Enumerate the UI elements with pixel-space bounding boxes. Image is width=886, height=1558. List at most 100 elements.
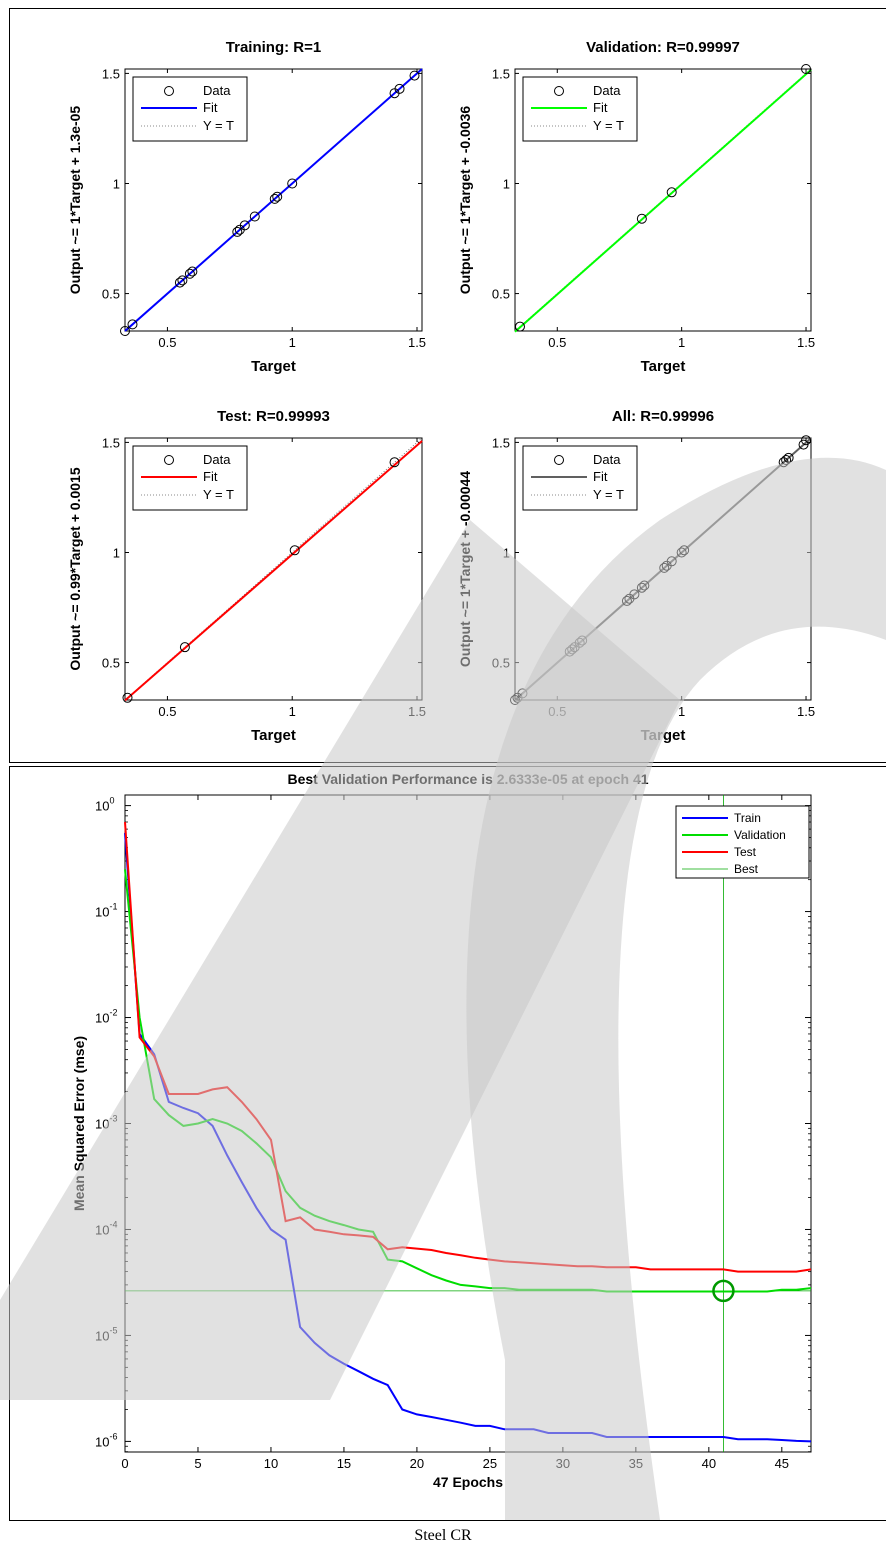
fit-line xyxy=(124,440,423,702)
y-axis-label: Output ~= 1*Target + -0.0036 xyxy=(457,106,473,295)
figure-caption: Steel CR xyxy=(414,1527,472,1544)
data-point xyxy=(272,191,283,202)
x-tick-label: 1.5 xyxy=(797,704,815,719)
data-point xyxy=(174,277,185,288)
legend-data-marker xyxy=(164,86,174,96)
y-tick-label: 1 xyxy=(503,176,510,191)
x-tick-label: 1.5 xyxy=(797,335,815,350)
legend-label: Y = T xyxy=(203,118,234,133)
x-tick-label: 0 xyxy=(121,1456,128,1471)
data-point xyxy=(389,457,400,468)
legend-label: Data xyxy=(203,83,231,98)
legend-label: Fit xyxy=(593,469,608,484)
x-axis-label: Target xyxy=(251,727,296,744)
data-point xyxy=(801,64,812,74)
legend-label: Y = T xyxy=(203,487,234,502)
x-tick-label: 1 xyxy=(678,335,685,350)
x-tick-label: 40 xyxy=(702,1456,716,1471)
legend-data-marker xyxy=(554,86,564,96)
data-point xyxy=(666,187,677,198)
x-tick-label: 1 xyxy=(289,704,296,719)
y-tick-label: 100 xyxy=(95,796,114,814)
y-tick-exponent: -1 xyxy=(109,902,117,912)
legend-label: Data xyxy=(593,83,621,98)
x-tick-label: 0.5 xyxy=(548,335,566,350)
fit-line xyxy=(514,69,812,333)
x-tick-label: 0.5 xyxy=(158,704,176,719)
legend-data-marker xyxy=(164,455,174,465)
x-tick-label: 1.5 xyxy=(408,335,426,350)
y-tick-label: 1.5 xyxy=(492,66,510,81)
data-point xyxy=(249,211,260,222)
data-point xyxy=(232,226,243,237)
y-tick-label: 0.5 xyxy=(492,287,510,302)
watermark xyxy=(0,457,886,1520)
data-point xyxy=(269,193,280,204)
y-tick-label: 1.5 xyxy=(102,435,120,450)
chart-title: Training: R=1 xyxy=(226,39,321,56)
legend-label: Fit xyxy=(593,100,608,115)
y-axis-label: Output ~= 1*Target + 1.3e-05 xyxy=(67,106,83,295)
y-tick-label: 1.5 xyxy=(492,435,510,450)
x-tick-label: 25 xyxy=(483,1456,497,1471)
y-tick-exponent: -6 xyxy=(109,1431,117,1441)
data-point xyxy=(801,435,812,446)
legend-label: Train xyxy=(734,811,761,825)
data-point xyxy=(179,642,190,653)
x-tick-label: 1 xyxy=(289,335,296,350)
regression-panel-1: Training: R=1 Target Output ~= 1*Target + … xyxy=(67,39,426,375)
y-tick-exponent: 0 xyxy=(109,796,114,806)
legend-label: Data xyxy=(593,452,621,467)
y-tick-label: 10-6 xyxy=(95,1431,117,1449)
data-point xyxy=(122,692,133,703)
y-tick-label: 1 xyxy=(113,545,120,560)
x-tick-label: 0.5 xyxy=(158,335,176,350)
x-tick-label: 5 xyxy=(194,1456,201,1471)
data-point xyxy=(394,83,405,94)
x-tick-label: 15 xyxy=(337,1456,351,1471)
x-axis-label: 47 Epochs xyxy=(433,1474,503,1490)
data-point xyxy=(409,70,420,81)
chart-title: Test: R=0.99993 xyxy=(217,408,330,425)
x-axis-label: Target xyxy=(251,358,296,375)
legend-label: Test xyxy=(734,845,757,859)
y-tick-label: 0.5 xyxy=(102,287,120,302)
data-point xyxy=(184,268,195,279)
legend-label: Fit xyxy=(203,100,218,115)
legend-label: Y = T xyxy=(593,487,624,502)
chart-title: All: R=0.99996 xyxy=(612,408,714,425)
data-point xyxy=(177,275,188,286)
x-axis-label: Target xyxy=(641,358,686,375)
legend-label: Best xyxy=(734,862,759,876)
y-tick-label: 10-1 xyxy=(95,902,117,920)
data-point xyxy=(187,266,198,277)
x-tick-label: 45 xyxy=(775,1456,789,1471)
data-point xyxy=(239,220,250,231)
data-point xyxy=(636,213,647,224)
x-tick-label: 10 xyxy=(264,1456,278,1471)
regression-panel-2: Validation: R=0.99997 Target Output ~= 1*T… xyxy=(457,39,815,375)
x-tick-label: 20 xyxy=(410,1456,424,1471)
regression-panel-3: Test: R=0.99993 Target Output ~= 0.99*Targ… xyxy=(67,408,426,744)
data-point xyxy=(127,319,138,330)
data-point xyxy=(287,178,298,189)
legend-label: Validation xyxy=(734,828,786,842)
y-tick-label: 0.5 xyxy=(102,656,120,671)
y-tick-exponent: -2 xyxy=(109,1008,117,1018)
y-axis-label: Output ~= 0.99*Target + 0.0015 xyxy=(67,467,83,670)
data-point xyxy=(514,321,525,332)
best-point-marker xyxy=(712,1279,735,1303)
y-tick-label: 1.5 xyxy=(102,66,120,81)
legend-label: Fit xyxy=(203,469,218,484)
watermark-arc xyxy=(466,457,886,1520)
chart-title: Validation: R=0.99997 xyxy=(586,39,740,56)
y-tick-label: 1 xyxy=(113,176,120,191)
legend-data-marker xyxy=(554,455,564,465)
data-point xyxy=(289,545,300,556)
legend-label: Data xyxy=(203,452,231,467)
legend-label: Y = T xyxy=(593,118,624,133)
data-point xyxy=(120,326,130,336)
x-tick-label: 1 xyxy=(678,704,685,719)
y-tick-label: 10-2 xyxy=(95,1008,117,1026)
